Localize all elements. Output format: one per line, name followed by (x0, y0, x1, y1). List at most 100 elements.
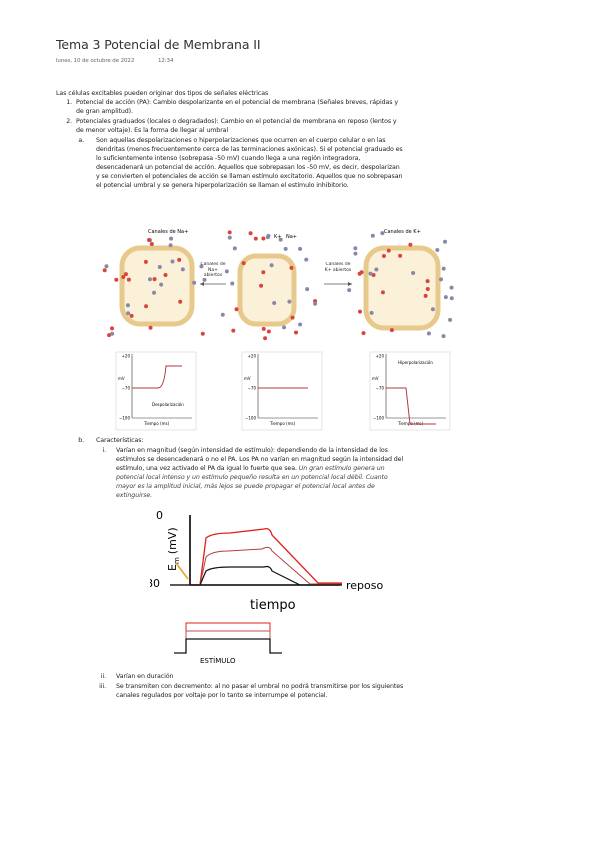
list-item: Son aquellas despolarizaciones o hiperpo… (96, 137, 403, 189)
ion (408, 242, 413, 247)
ion (263, 336, 268, 341)
ion (202, 277, 207, 282)
tick-label: +20 (376, 354, 385, 359)
list-marker: iii. (99, 683, 106, 690)
ion (227, 235, 232, 240)
title: Tema 3 Potencial de Membrana II (56, 37, 261, 52)
curve-weak (170, 565, 342, 586)
ion (104, 264, 109, 269)
mini-graph: +20 −70 −100 mV Tiempo (ms) Despolarización (115, 351, 197, 431)
graph-bg (369, 351, 451, 431)
ion (305, 287, 310, 292)
ion (289, 265, 294, 270)
ion (180, 267, 185, 272)
ion (426, 331, 431, 336)
ion (241, 261, 246, 266)
italic-text: Un gran estímulo genera un potencial loc… (116, 465, 388, 499)
note: Despolarización (152, 402, 184, 407)
ion (199, 264, 204, 269)
tick-label: -80 (150, 577, 160, 590)
ion (371, 273, 376, 278)
ion (149, 242, 154, 247)
ion (146, 238, 151, 243)
list-marker: b. (78, 437, 84, 444)
figure-graded: 0 -80 Em (mV) reposo tiempo ESTÍMULO (150, 509, 383, 665)
stimulus-arrow (175, 562, 189, 580)
ion (439, 277, 444, 282)
arrow-label-box: Canales de K+ abiertos (324, 262, 352, 273)
unit: mV (118, 376, 125, 381)
rest-label: reposo (346, 579, 383, 592)
ion (170, 259, 175, 264)
tick-text: -80 (150, 577, 160, 590)
ion (278, 237, 283, 242)
ion (248, 231, 253, 236)
list-item: Varían en duración (116, 673, 174, 680)
list-item: Potenciales graduados (locales o degrada… (76, 118, 397, 134)
ion (380, 231, 385, 236)
tick-label: −70 (248, 386, 257, 391)
ion (357, 309, 362, 314)
ion (313, 301, 318, 306)
x-label: Tiempo (ms) (269, 421, 296, 426)
ion (443, 295, 448, 300)
tick-label: −100 (245, 416, 256, 421)
ion (411, 271, 416, 276)
tick-label: +20 (122, 354, 131, 359)
list-marker: 2. (66, 118, 72, 125)
tick-label: +20 (248, 354, 257, 359)
stimulus-strong (174, 622, 282, 654)
arrow-label: Canales de K+ abiertos (324, 262, 352, 273)
ion (290, 315, 295, 320)
ion (261, 270, 266, 275)
ion (231, 328, 236, 333)
tick-label: −70 (376, 386, 385, 391)
cell (237, 253, 297, 327)
list-item: Se transmiten con decremento: al no pasa… (116, 683, 404, 699)
list-item: Potencial de acción (PA): Cambio despola… (76, 99, 398, 115)
list-marker: ii. (100, 673, 106, 680)
tick-label: 0 (156, 509, 163, 522)
unit: mV (372, 376, 379, 381)
ion (261, 236, 266, 241)
ion (430, 307, 435, 312)
stimulus-weak (174, 638, 282, 654)
ion (148, 325, 153, 330)
cell (363, 245, 441, 331)
ion (129, 313, 134, 318)
ion (123, 272, 128, 277)
ion (353, 246, 358, 251)
y-label-main: E (166, 564, 179, 571)
ion (168, 243, 173, 248)
ion (386, 248, 391, 253)
label: Canales de K+ (384, 229, 421, 235)
ion (220, 312, 225, 317)
ion (152, 277, 157, 282)
ion (232, 246, 237, 251)
date: lunes, 10 de octubre de 2022 (56, 58, 135, 64)
arrow-label-box: Canales de Na+ abiertos (201, 262, 226, 278)
ion (381, 253, 386, 258)
ion (265, 235, 270, 240)
y-label-unit: (mV) (166, 527, 179, 554)
ion (169, 236, 174, 241)
ion (121, 274, 126, 279)
ion (159, 282, 164, 287)
ion (107, 333, 112, 338)
y-label-sub: m (173, 557, 181, 564)
ion (368, 271, 373, 276)
cell (119, 245, 195, 327)
curve-medium (170, 546, 342, 586)
ion (125, 303, 130, 308)
graph-bg (115, 351, 197, 431)
list-marker: i. (102, 447, 106, 454)
list-item: Varían en magnitud (según intensidad de … (116, 446, 406, 500)
ion (266, 329, 271, 334)
ion (435, 247, 440, 252)
ion (224, 269, 229, 274)
ion (227, 230, 232, 235)
ion (294, 330, 299, 335)
